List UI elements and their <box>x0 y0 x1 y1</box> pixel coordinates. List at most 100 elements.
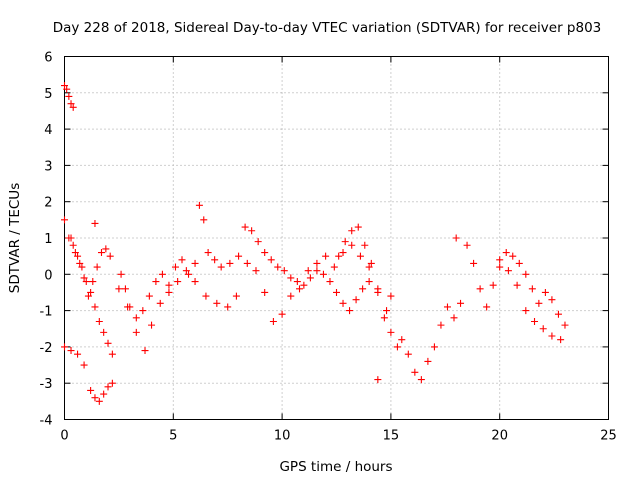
data-point <box>185 270 193 278</box>
data-point <box>450 314 458 322</box>
data-point <box>274 263 282 271</box>
data-point <box>252 267 260 275</box>
chart-title: Day 228 of 2018, Sidereal Day-to-day VTE… <box>53 20 602 36</box>
y-tick-label: 1 <box>44 232 52 247</box>
data-point <box>287 292 295 300</box>
data-point <box>359 285 367 293</box>
x-tick-label: 0 <box>60 429 68 444</box>
data-point <box>293 278 301 286</box>
data-point <box>496 263 504 271</box>
data-point <box>248 227 256 235</box>
data-point <box>296 285 304 293</box>
data-point <box>67 234 75 242</box>
data-point <box>548 332 556 340</box>
data-point <box>509 252 517 260</box>
x-axis-label: GPS time / hours <box>279 459 392 475</box>
data-point <box>69 103 77 111</box>
data-point <box>132 314 140 322</box>
data-point <box>522 307 530 315</box>
x-tick-label: 10 <box>274 429 291 444</box>
data-point <box>424 357 432 365</box>
data-point <box>483 303 491 311</box>
data-point <box>165 281 173 289</box>
data-point <box>561 321 569 329</box>
data-marks <box>61 82 569 405</box>
data-point <box>354 223 362 231</box>
data-point <box>174 278 182 286</box>
data-point <box>80 274 88 282</box>
data-point <box>554 310 562 318</box>
data-point <box>191 278 199 286</box>
series-track-e <box>115 267 240 355</box>
data-point <box>95 317 103 325</box>
data-point <box>463 241 471 249</box>
data-point <box>191 259 199 267</box>
data-point <box>313 259 321 267</box>
data-point <box>443 303 451 311</box>
data-point <box>365 278 373 286</box>
data-point <box>374 285 382 293</box>
data-point <box>457 299 465 307</box>
data-point <box>535 299 543 307</box>
data-point <box>361 241 369 249</box>
data-point <box>548 296 556 304</box>
series-track-i <box>398 299 465 384</box>
y-tick-label: -4 <box>40 414 53 429</box>
y-tick-label: 5 <box>44 87 52 102</box>
data-point <box>104 383 112 391</box>
data-point <box>374 376 382 384</box>
data-point <box>74 350 82 358</box>
y-tick-label: 0 <box>44 268 52 283</box>
y-tick-label: -1 <box>40 305 53 320</box>
data-point <box>156 299 164 307</box>
data-point <box>306 274 314 282</box>
data-point <box>124 303 132 311</box>
data-point <box>100 390 108 398</box>
data-point <box>333 288 340 296</box>
data-point <box>341 238 349 246</box>
data-point <box>235 252 243 260</box>
data-point <box>195 201 203 209</box>
y-tick-label: 4 <box>44 123 52 138</box>
data-point <box>522 270 530 278</box>
data-point <box>287 274 295 282</box>
data-point <box>383 307 391 315</box>
x-axis: 0 5 10 15 20 25 <box>60 56 617 444</box>
data-point <box>224 303 232 311</box>
data-point <box>132 328 140 336</box>
data-point <box>241 223 249 231</box>
data-point <box>95 397 103 405</box>
data-point <box>304 267 312 275</box>
data-point <box>261 249 269 257</box>
series-track-h <box>335 223 401 351</box>
data-point <box>91 219 99 227</box>
data-point <box>339 249 347 257</box>
data-point <box>87 288 95 296</box>
data-point <box>89 278 97 286</box>
data-point <box>178 256 186 264</box>
data-point <box>80 361 88 369</box>
data-point <box>339 299 347 307</box>
data-point <box>393 343 401 351</box>
data-point <box>165 288 173 296</box>
data-point <box>515 259 523 267</box>
data-point <box>100 328 108 336</box>
data-point <box>91 394 99 402</box>
data-point <box>87 386 95 394</box>
data-point <box>117 270 125 278</box>
data-point <box>387 292 395 300</box>
data-point <box>528 285 536 293</box>
series-track-k <box>496 256 565 344</box>
y-tick-label: 3 <box>44 159 52 174</box>
data-point <box>61 82 68 90</box>
data-point <box>417 376 425 384</box>
data-point <box>261 288 269 296</box>
data-point <box>91 303 99 311</box>
data-point <box>211 256 219 264</box>
data-point <box>97 249 105 257</box>
data-point <box>108 350 116 358</box>
data-point <box>102 245 110 253</box>
series-isolated-points <box>91 219 460 384</box>
data-point <box>430 343 438 351</box>
